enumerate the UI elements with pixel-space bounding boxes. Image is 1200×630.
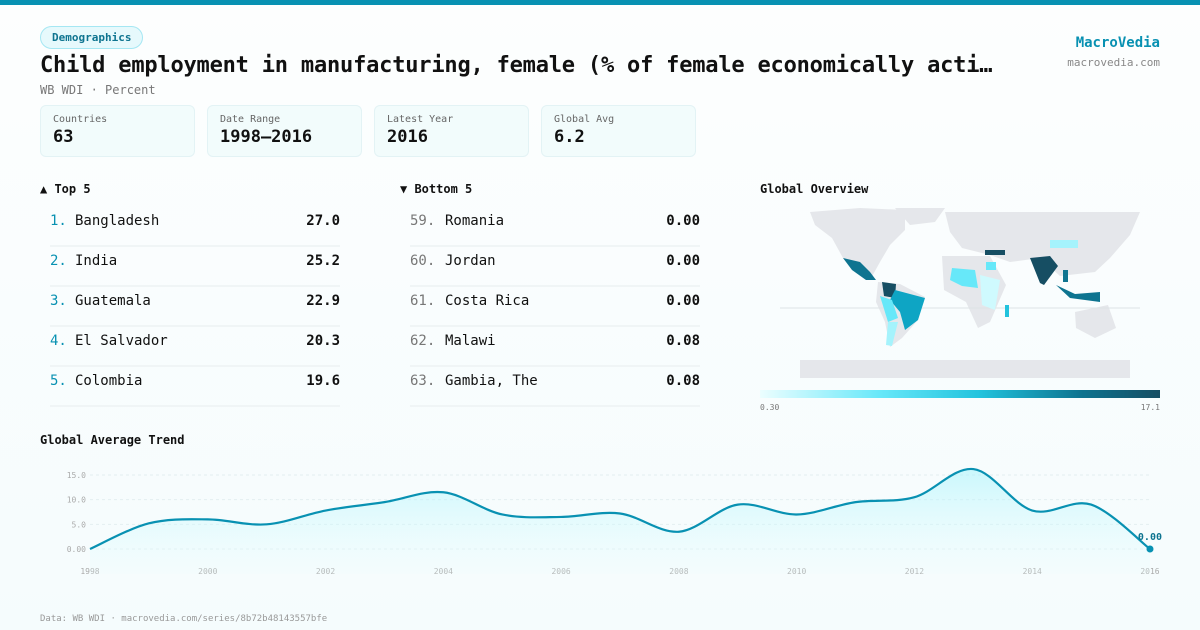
country-name: Jordan bbox=[445, 253, 496, 269]
x-tick-label: 2016 bbox=[1140, 567, 1159, 576]
rank: 63. bbox=[410, 373, 436, 389]
y-tick-label: 15.0 bbox=[67, 471, 86, 480]
rank: 3. bbox=[50, 293, 67, 309]
country-value: 0.00 bbox=[666, 253, 700, 269]
list-item[interactable]: 62. Malawi 0.08 bbox=[410, 327, 700, 367]
antarctica bbox=[800, 360, 1130, 378]
country-name: Costa Rica bbox=[445, 293, 530, 309]
list-item[interactable]: 4. El Salvador 20.3 bbox=[50, 327, 340, 367]
list-item[interactable]: 5. Colombia 19.6 bbox=[50, 367, 340, 407]
brand-url[interactable]: macrovedia.com bbox=[1067, 56, 1160, 69]
country-peru-bolivia bbox=[880, 296, 898, 322]
country-turkey bbox=[985, 250, 1005, 255]
country-value: 0.08 bbox=[666, 333, 700, 349]
country-value: 22.9 bbox=[306, 293, 340, 309]
data-countries bbox=[843, 240, 1100, 346]
country-brazil bbox=[890, 290, 925, 330]
trend-heading: Global Average Trend bbox=[40, 433, 185, 447]
country-name: India bbox=[75, 253, 118, 269]
greenland bbox=[895, 208, 945, 225]
country-east-africa bbox=[980, 275, 1000, 310]
country-name: Colombia bbox=[75, 373, 143, 389]
country-argentina bbox=[886, 322, 898, 346]
rank: 59. bbox=[410, 213, 436, 229]
map-heading: Global Overview bbox=[760, 182, 869, 196]
stat-card-date-range: Date Range 1998–2016 bbox=[207, 105, 362, 157]
country-value: 25.2 bbox=[306, 253, 340, 269]
country-value: 20.3 bbox=[306, 333, 340, 349]
stat-value: 2016 bbox=[387, 127, 428, 147]
rank: 4. bbox=[50, 333, 67, 349]
list-item[interactable]: 59. Romania 0.00 bbox=[410, 207, 700, 247]
y-tick-label: 0.00 bbox=[67, 545, 86, 554]
y-tick-label: 5.0 bbox=[72, 520, 87, 529]
rank: 60. bbox=[410, 253, 436, 269]
stat-label: Latest Year bbox=[387, 114, 454, 125]
country-indonesia bbox=[1056, 285, 1100, 302]
country-name: Romania bbox=[445, 213, 505, 229]
trend-chart[interactable]: 0.005.010.015.01998200020022004200620082… bbox=[0, 450, 1200, 590]
subtitle: WB WDI · Percent bbox=[40, 83, 156, 97]
trend-line bbox=[89, 467, 1151, 551]
country-name: Gambia, The bbox=[445, 373, 538, 389]
country-value: 0.00 bbox=[666, 213, 700, 229]
data-point bbox=[1146, 545, 1154, 553]
country-value: 19.6 bbox=[306, 373, 340, 389]
world-map[interactable]: 0.30 17.1 bbox=[750, 200, 1170, 420]
north-america bbox=[810, 208, 905, 280]
stat-value: 6.2 bbox=[554, 127, 585, 147]
eurasia bbox=[945, 212, 1140, 276]
trend-area bbox=[90, 468, 1150, 574]
bottom-5-heading: ▼ Bottom 5 bbox=[400, 182, 473, 196]
stat-label: Countries bbox=[53, 114, 108, 125]
country-value: 0.08 bbox=[666, 373, 700, 389]
country-colombia bbox=[882, 282, 896, 298]
stat-card-latest-year: Latest Year 2016 bbox=[374, 105, 529, 157]
land-masses bbox=[800, 208, 1140, 378]
country-name: Guatemala bbox=[75, 293, 151, 309]
stat-label: Date Range bbox=[220, 114, 281, 125]
country-india bbox=[1030, 256, 1058, 285]
stat-value: 1998–2016 bbox=[220, 127, 313, 147]
color-legend-bar bbox=[760, 390, 1160, 398]
country-value: 0.00 bbox=[666, 293, 700, 309]
stat-value: 63 bbox=[53, 127, 74, 147]
top-5-heading: ▲ Top 5 bbox=[40, 182, 91, 196]
rank: 61. bbox=[410, 293, 436, 309]
rank: 2. bbox=[50, 253, 67, 269]
country-name: Malawi bbox=[445, 333, 496, 349]
stat-label: Global Avg bbox=[554, 114, 615, 125]
country-name: Bangladesh bbox=[75, 213, 160, 229]
country-mexico bbox=[843, 258, 876, 280]
rank: 5. bbox=[50, 373, 67, 389]
country-name: El Salvador bbox=[75, 333, 168, 349]
list-item[interactable]: 2. India 25.2 bbox=[50, 247, 340, 287]
stat-card-global-avg: Global Avg 6.2 bbox=[541, 105, 696, 157]
list-item[interactable]: 61. Costa Rica 0.00 bbox=[410, 287, 700, 327]
last-value-label: 0.00 bbox=[1138, 532, 1162, 543]
country-mongolia bbox=[1050, 240, 1078, 248]
australia bbox=[1075, 305, 1116, 338]
country-egypt bbox=[986, 262, 996, 270]
stat-card-countries: Countries 63 bbox=[40, 105, 195, 157]
category-badge[interactable]: Demographics bbox=[40, 26, 144, 49]
rank: 1. bbox=[50, 213, 67, 229]
footer-source: Data: WB WDI · macrovedia.com/series/8b7… bbox=[40, 614, 328, 624]
legend-min: 0.30 bbox=[760, 403, 779, 412]
list-item[interactable]: 3. Guatemala 22.9 bbox=[50, 287, 340, 327]
country-west-africa bbox=[950, 268, 978, 288]
list-item[interactable]: 63. Gambia, The 0.08 bbox=[410, 367, 700, 407]
page-title: Child employment in manufacturing, femal… bbox=[40, 53, 993, 78]
y-tick-label: 10.0 bbox=[67, 496, 86, 505]
legend-max: 17.1 bbox=[1141, 403, 1160, 412]
list-item[interactable]: 1. Bangladesh 27.0 bbox=[50, 207, 340, 247]
brand-name[interactable]: MacroVedia bbox=[1075, 35, 1160, 51]
country-vietnam bbox=[1063, 270, 1068, 282]
country-value: 27.0 bbox=[306, 213, 340, 229]
rank: 62. bbox=[410, 333, 436, 349]
list-item[interactable]: 60. Jordan 0.00 bbox=[410, 247, 700, 287]
country-madagascar bbox=[1005, 305, 1009, 317]
top-accent-bar bbox=[0, 0, 1200, 5]
